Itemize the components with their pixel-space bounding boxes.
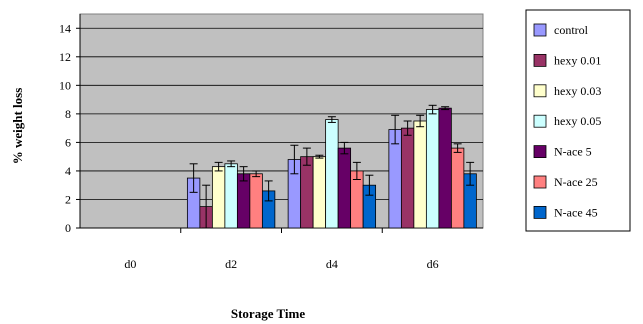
x-axis-ticks: d0 d2 d4 d6 [124,228,439,271]
legend-label: N-ace 5 [554,145,592,159]
legend-swatch [533,54,547,67]
x-tick-label: d4 [326,257,338,271]
legend-label: control [554,23,589,37]
bar-hexy-0-03-d2 [211,166,226,229]
bar-hexy-0-01-d6 [400,127,415,229]
x-tick-label: d2 [225,257,237,271]
legend-swatch [533,175,547,189]
bar-hexy-0-01-d4 [300,156,314,229]
y-tick-label: 0 [65,221,71,235]
y-tick-label: 10 [59,78,71,92]
y-tick-label: 4 [65,164,71,178]
y-tick-label: 12 [59,50,71,64]
y-tick-label: 6 [65,135,71,149]
bar-hexy-0-03-d4 [312,156,327,229]
y-tick-label: 14 [59,21,71,35]
bar-n-ace-5-d6 [438,107,452,229]
bar-hexy-0-03-d6 [413,120,427,229]
legend-swatch [533,205,547,219]
bar-n-ace-25-d6 [450,147,465,229]
bar-hexy-0-05-d4 [325,119,339,229]
bar-hexy-0-05-d6 [425,109,440,229]
x-tick-label: d0 [124,257,136,271]
legend-label: N-ace 25 [554,175,598,189]
bar-n-ace-5-d2 [236,173,251,229]
bar-n-ace-25-d2 [249,173,263,229]
legend-label: hexy 0.05 [554,114,601,128]
y-axis-title: % weight loss [10,88,25,165]
bar-n-ace-5-d4 [337,147,352,229]
legend-swatch [533,145,547,159]
legend-swatch [533,114,547,128]
legend-label: hexy 0.03 [554,84,601,98]
legend: control hexy 0.01 hexy 0.03 hexy 0.05 N-ace … [525,9,631,232]
legend-label: N-ace 45 [554,205,598,219]
y-tick-label: 2 [65,192,71,206]
plot-area [79,13,484,229]
legend-label: hexy 0.01 [554,53,601,67]
legend-swatch [533,23,547,37]
bar-hexy-0-05-d2 [224,163,238,229]
y-tick-label: 8 [65,107,71,121]
x-tick-label: d6 [427,257,439,271]
legend-swatch [533,84,547,98]
y-axis-ticks: 0 2 4 6 8 10 12 14 [59,21,80,235]
x-axis-title: Storage Time [231,306,305,321]
